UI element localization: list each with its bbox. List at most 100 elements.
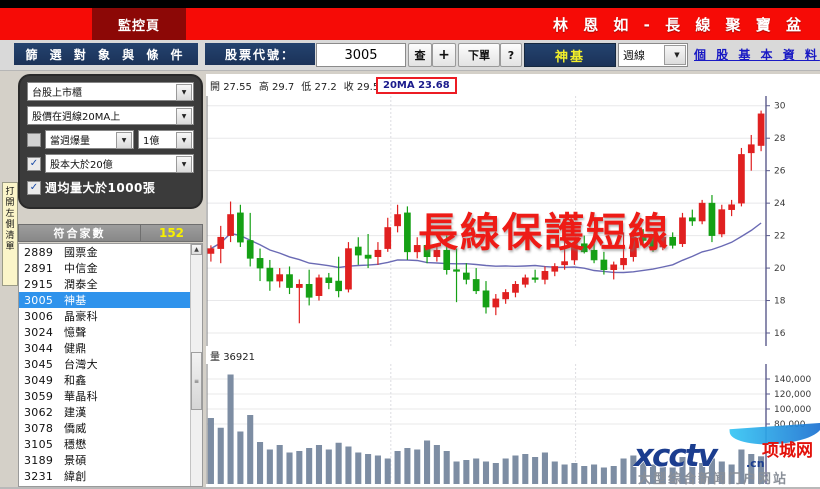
stock-code: 2891 bbox=[24, 261, 54, 275]
filter-ma-condition-select[interactable]: 股價在週線20MA上 ▼ bbox=[27, 106, 194, 125]
filter-avgvolume-label: 週均量大於1000張 bbox=[45, 181, 156, 195]
stock-code: 3062 bbox=[24, 405, 54, 419]
svg-text:16: 16 bbox=[774, 329, 786, 339]
list-item[interactable]: 2891 中信金 bbox=[19, 260, 202, 276]
stock-code-input[interactable]: 3005 bbox=[316, 43, 406, 67]
filter-section-header: 篩 選 對 象 與 條 件 bbox=[14, 43, 198, 65]
stock-name: 憶聲 bbox=[64, 326, 87, 339]
list-item[interactable]: 3062 建漢 bbox=[19, 404, 202, 420]
filter-capital-select[interactable]: 股本大於20億 ▼ bbox=[45, 154, 194, 173]
help-button[interactable]: ? bbox=[500, 43, 522, 67]
stock-code: 3231 bbox=[24, 469, 54, 483]
chevron-down-icon[interactable]: ▼ bbox=[664, 45, 686, 65]
stock-basic-info-link[interactable]: 個 股 基 本 資 料 bbox=[694, 47, 820, 62]
chart-panel: 開 27.55 高 29.7 低 27.2 收 29.5 20MA 23.68 … bbox=[206, 74, 820, 489]
app-title: 林 恩 如 - 長 線 聚 寶 盆 bbox=[552, 15, 806, 34]
stock-code: 3006 bbox=[24, 309, 54, 323]
stock-code: 3044 bbox=[24, 341, 54, 355]
filter-volume-amount-select[interactable]: 1億 ▼ bbox=[138, 130, 194, 149]
list-item[interactable]: 3189 景碩 bbox=[19, 452, 202, 468]
list-item[interactable]: 2915 潤泰全 bbox=[19, 276, 202, 292]
stock-list[interactable]: 2889 國票金 2891 中信金 2915 潤泰全 3005 神基 3006 晶豪科 3024 憶聲… bbox=[18, 243, 203, 487]
filter-market-select[interactable]: 台股上市櫃 ▼ bbox=[27, 82, 194, 101]
svg-text:22: 22 bbox=[774, 232, 785, 242]
stock-name: 華晶科 bbox=[64, 390, 98, 403]
svg-text:26: 26 bbox=[774, 167, 786, 177]
title-bar: 監控頁 林 恩 如 - 長 線 聚 寶 盆 bbox=[0, 8, 820, 40]
stock-name: 國票金 bbox=[64, 246, 98, 259]
place-order-button[interactable]: 下單 bbox=[458, 43, 500, 67]
list-item[interactable]: 3078 僑威 bbox=[19, 420, 202, 436]
toolbar: 篩 選 對 象 與 條 件 股票代號： 3005 查 + 下單 ? 神基 週線 … bbox=[0, 40, 820, 71]
stock-name: 晶豪科 bbox=[64, 310, 98, 323]
svg-text:20: 20 bbox=[774, 264, 786, 274]
list-item[interactable]: 2889 國票金 bbox=[19, 244, 202, 260]
svg-text:100,000: 100,000 bbox=[774, 405, 811, 415]
svg-text:80,000: 80,000 bbox=[774, 420, 806, 430]
list-item[interactable]: 3105 穩懋 bbox=[19, 436, 202, 452]
svg-text:120,000: 120,000 bbox=[774, 390, 811, 400]
quote-bar: 開 27.55 高 29.7 低 27.2 收 29.5 bbox=[206, 74, 820, 96]
filter-avgvolume-row: ✓ 週均量大於1000張 bbox=[27, 178, 194, 197]
stock-code: 3049 bbox=[24, 373, 54, 387]
chevron-down-icon[interactable]: ▼ bbox=[116, 132, 132, 149]
stock-code: 3105 bbox=[24, 437, 54, 451]
chevron-down-icon[interactable]: ▼ bbox=[176, 156, 192, 173]
list-item[interactable]: 3005 神基 bbox=[19, 292, 202, 308]
stock-code: 3078 bbox=[24, 421, 54, 435]
scroll-up-icon[interactable]: ▲ bbox=[191, 244, 202, 255]
svg-text:140,000: 140,000 bbox=[774, 375, 811, 385]
list-item[interactable]: 3231 緯創 bbox=[19, 468, 202, 484]
quote-high: 高 29.7 bbox=[258, 81, 295, 93]
list-item[interactable]: 3045 台灣大 bbox=[19, 356, 202, 372]
period-select[interactable]: 週線 ▼ bbox=[618, 43, 688, 67]
quote-low: 低 27.2 bbox=[301, 81, 337, 93]
match-count-header: 符合家數 152 bbox=[18, 224, 203, 242]
query-button[interactable]: 查 bbox=[408, 43, 432, 67]
stock-name: 穩懋 bbox=[64, 438, 87, 451]
stock-code: 3059 bbox=[24, 389, 54, 403]
filter-panel: 台股上市櫃 ▼ 股價在週線20MA上 ▼ ✓ 當週爆量 ▼ 1億 ▼ ✓ 股 bbox=[18, 74, 203, 209]
open-left-list-tab[interactable]: 打開左側清單 bbox=[2, 182, 18, 286]
chevron-down-icon[interactable]: ▼ bbox=[176, 84, 192, 101]
list-item[interactable]: 3044 健鼎 bbox=[19, 340, 202, 356]
match-count-value: 152 bbox=[141, 224, 203, 242]
stock-name: 緯創 bbox=[64, 470, 87, 483]
chevron-down-icon[interactable]: ▼ bbox=[176, 108, 192, 125]
add-button[interactable]: + bbox=[432, 43, 456, 67]
stock-name: 台灣大 bbox=[64, 358, 98, 371]
filter-avgvolume-checkbox[interactable]: ✓ bbox=[27, 180, 41, 195]
stock-code-label: 股票代號： bbox=[205, 43, 315, 65]
filter-ma-condition-value: 股價在週線20MA上 bbox=[32, 112, 121, 123]
filter-volume-row: ✓ 當週爆量 ▼ 1億 ▼ bbox=[27, 130, 194, 149]
filter-volume-select[interactable]: 當週爆量 ▼ bbox=[45, 130, 134, 149]
list-item[interactable]: 3006 晶豪科 bbox=[19, 308, 202, 324]
list-item[interactable]: 3059 華晶科 bbox=[19, 388, 202, 404]
stock-name: 僑威 bbox=[64, 422, 87, 435]
filter-capital-checkbox[interactable]: ✓ bbox=[27, 156, 41, 171]
chevron-down-icon[interactable]: ▼ bbox=[176, 132, 192, 149]
stock-name: 景碩 bbox=[64, 454, 87, 467]
list-item[interactable]: 3024 憶聲 bbox=[19, 324, 202, 340]
period-select-value: 週線 bbox=[623, 49, 645, 62]
filter-volume-checkbox[interactable]: ✓ bbox=[27, 132, 41, 147]
scrollbar-thumb[interactable]: ≡ bbox=[191, 352, 202, 410]
tab-monitor-page[interactable]: 監控頁 bbox=[92, 8, 186, 40]
volume-label: 量 36921 bbox=[210, 352, 255, 363]
list-item[interactable]: 3049 和鑫 bbox=[19, 372, 202, 388]
svg-text:30: 30 bbox=[774, 102, 786, 112]
stock-name: 中信金 bbox=[64, 262, 98, 275]
stock-name: 神基 bbox=[64, 294, 87, 307]
filter-market-value: 台股上市櫃 bbox=[32, 88, 82, 99]
stock-code: 3045 bbox=[24, 357, 54, 371]
match-count-label: 符合家數 bbox=[18, 224, 141, 242]
filter-capital-row: ✓ 股本大於20億 ▼ bbox=[27, 154, 194, 173]
stock-name: 建漢 bbox=[64, 406, 87, 419]
stock-list-scrollbar[interactable]: ▲ ≡ bbox=[190, 244, 202, 486]
list-item[interactable]: 3260威剛 bbox=[19, 484, 202, 487]
price-chart-svg: 30 28 26 24 22 20 18 16 bbox=[206, 96, 786, 346]
stock-code: 2915 bbox=[24, 277, 54, 291]
stock-code: 3005 bbox=[24, 293, 54, 307]
filter-capital-value: 股本大於20億 bbox=[50, 160, 113, 171]
